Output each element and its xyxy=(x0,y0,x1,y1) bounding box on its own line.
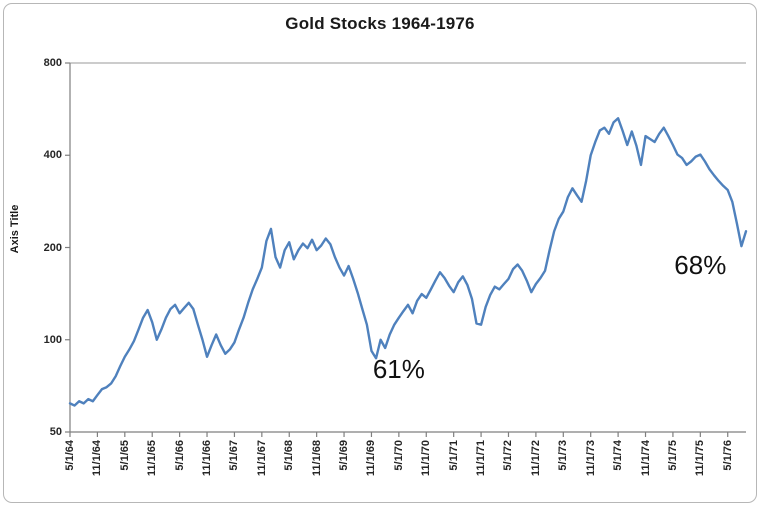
annotation-68-percent: 68% xyxy=(674,250,727,281)
x-tick-label: 5/1/69 xyxy=(338,440,351,471)
y-tick-label: 400 xyxy=(43,149,62,162)
x-tick-label: 11/1/72 xyxy=(529,440,542,477)
y-tick-label: 100 xyxy=(43,333,62,346)
x-tick-label: 11/1/75 xyxy=(694,440,707,477)
x-tick-label: 5/1/74 xyxy=(612,440,625,471)
x-tick-label: 11/1/68 xyxy=(310,440,323,477)
x-tick-label: 5/1/72 xyxy=(502,440,515,471)
x-tick-label: 11/1/69 xyxy=(365,440,378,477)
y-tick-label: 200 xyxy=(43,241,62,254)
x-tick-label: 5/1/76 xyxy=(721,440,734,471)
x-tick-label: 11/1/73 xyxy=(584,440,597,477)
x-tick-label: 5/1/71 xyxy=(447,440,460,471)
x-tick-label: 11/1/71 xyxy=(475,440,488,477)
chart-title: Gold Stocks 1964-1976 xyxy=(285,14,475,33)
x-tick-label: 5/1/67 xyxy=(228,440,241,471)
x-tick-label: 5/1/68 xyxy=(283,440,296,471)
x-tick-label: 11/1/74 xyxy=(639,440,652,477)
x-tick-label: 11/1/67 xyxy=(255,440,268,477)
x-tick-label: 5/1/65 xyxy=(118,440,131,471)
annotation-61-percent: 61% xyxy=(372,354,425,385)
y-tick-label: 50 xyxy=(49,426,62,438)
y-tick-label: 800 xyxy=(43,57,62,69)
x-tick-label: 5/1/73 xyxy=(557,440,570,471)
x-tick-label: 11/1/65 xyxy=(146,440,159,477)
x-tick-label: 5/1/66 xyxy=(173,440,186,471)
x-tick-label: 11/1/70 xyxy=(420,440,433,477)
x-tick-label: 11/1/66 xyxy=(201,440,214,477)
x-tick-label: 5/1/70 xyxy=(392,440,405,471)
x-tick-label: 11/1/64 xyxy=(91,440,104,477)
x-tick-label: 5/1/75 xyxy=(666,440,679,471)
chart-frame xyxy=(3,3,757,503)
x-tick-label: 5/1/64 xyxy=(64,440,76,471)
